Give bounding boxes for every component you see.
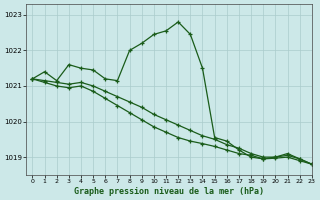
X-axis label: Graphe pression niveau de la mer (hPa): Graphe pression niveau de la mer (hPa) — [74, 187, 264, 196]
